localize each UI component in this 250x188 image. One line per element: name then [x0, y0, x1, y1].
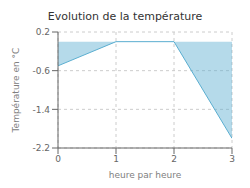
- svg-text:0: 0: [55, 154, 61, 164]
- svg-text:-2.2: -2.2: [32, 143, 50, 153]
- svg-text:2: 2: [171, 154, 177, 164]
- svg-text:Température en °C: Température en °C: [11, 48, 21, 134]
- svg-text:3: 3: [229, 154, 235, 164]
- svg-text:heure par heure: heure par heure: [109, 170, 182, 180]
- svg-text:0.2: 0.2: [36, 27, 50, 37]
- svg-text:-1.4: -1.4: [32, 105, 50, 115]
- svg-text:-0.6: -0.6: [32, 66, 50, 76]
- html-text:Evolution de la température: Evolution de la température: [47, 10, 203, 23]
- svg-text:1: 1: [113, 154, 119, 164]
